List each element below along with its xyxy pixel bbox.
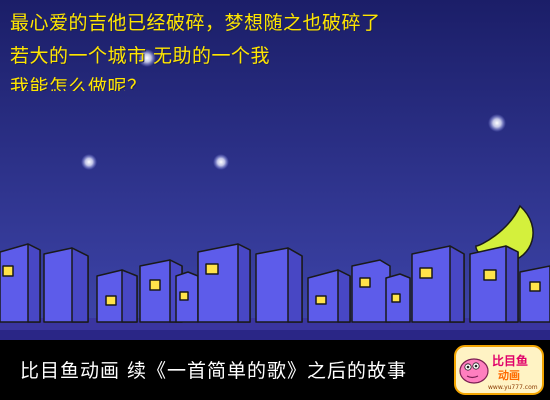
building xyxy=(351,259,391,323)
window xyxy=(179,291,189,301)
star xyxy=(138,49,156,67)
night-city-scene xyxy=(0,0,550,340)
building xyxy=(519,265,550,323)
logo-title: 比目鱼 xyxy=(492,353,528,368)
window xyxy=(149,279,161,291)
window xyxy=(2,265,14,277)
window xyxy=(359,277,371,288)
logo-subtitle: 动画 xyxy=(498,368,520,382)
window xyxy=(315,295,327,305)
lyric-line: 若大的一个城市 无助的一个我 xyxy=(10,45,271,67)
lyric-line: 我能怎么做呢？ xyxy=(10,77,147,91)
lyric-line: 最心爱的吉他已经破碎，梦想随之也破碎了 xyxy=(10,12,381,34)
window xyxy=(391,293,401,303)
window xyxy=(205,263,219,275)
episode-caption: 比目鱼动画 续《一首简单的歌》之后的故事 xyxy=(20,360,408,382)
window xyxy=(419,267,433,279)
star xyxy=(81,154,97,170)
star xyxy=(213,154,229,170)
studio-logo[interactable]: 比目鱼 动画 www.yu777.com xyxy=(454,345,544,395)
window xyxy=(105,295,117,306)
window xyxy=(529,281,541,292)
subtitle-bar: 比目鱼动画 续《一首简单的歌》之后的故事 比目鱼 动画 www.yu777.co… xyxy=(0,340,550,400)
logo-url: www.yu777.com xyxy=(488,384,538,391)
window xyxy=(483,269,497,281)
street-line xyxy=(0,330,550,340)
star xyxy=(488,114,506,132)
fish-icon xyxy=(459,358,489,384)
